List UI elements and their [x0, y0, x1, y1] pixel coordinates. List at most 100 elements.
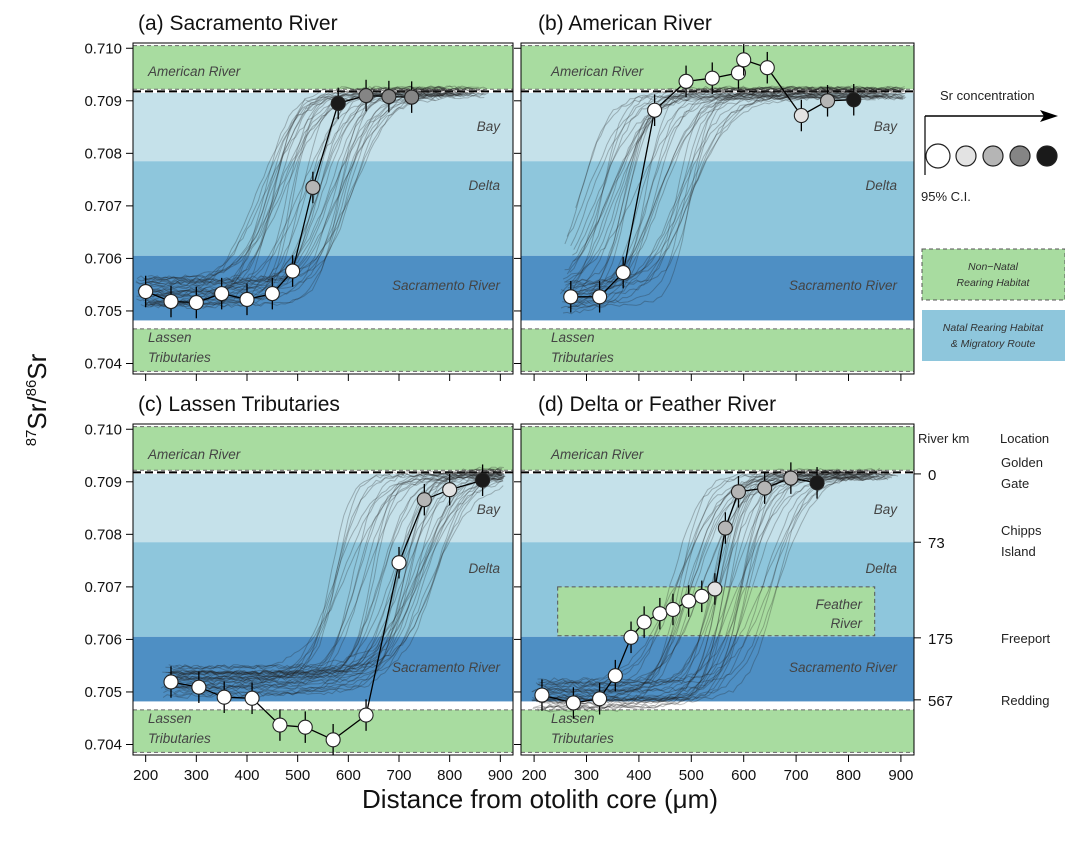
y-tick-label: 0.708 — [84, 526, 122, 543]
fish-trajectory — [535, 467, 881, 687]
y-tick-label: 0.705 — [84, 303, 122, 320]
plot-frame — [132, 42, 514, 375]
zone-label-sacramento: Sacramento River — [789, 660, 898, 675]
location-name: Redding — [1001, 693, 1049, 708]
band-sacramento — [521, 636, 914, 702]
fish-trajectory — [146, 94, 456, 285]
data-point — [730, 65, 747, 81]
panel-title: (d) Delta or Feather River — [538, 393, 776, 416]
legend-circle-lightgray — [955, 145, 977, 167]
y-tick-label: 0.709 — [84, 474, 122, 491]
fish-trajectory — [148, 87, 486, 280]
data-point — [325, 732, 341, 748]
fish-trajectory — [171, 472, 504, 674]
habitat-bands — [133, 45, 513, 372]
location-header: Location — [1000, 431, 1049, 446]
y-tick-label: 0.707 — [84, 198, 122, 215]
fish-trajectory — [572, 86, 904, 256]
panel-delta-or-feather-river: American River Bay Delta Sacramento Rive… — [514, 393, 915, 784]
y-tick-label: 0.704 — [84, 736, 122, 753]
location-name: Island — [1001, 544, 1036, 559]
zone-label-sacramento: Sacramento River — [392, 660, 501, 675]
fish-trajectory — [145, 85, 471, 290]
data-point — [138, 283, 154, 300]
x-tick-label: 800 — [437, 767, 462, 784]
axes: 200 300 400 500 600 700 800 900 0.704 0.705 0.706 0… — [84, 421, 514, 784]
fish-trajectory — [174, 471, 503, 683]
legend-circle-white — [925, 143, 951, 169]
data-point — [793, 107, 809, 124]
river-km-value: 0 — [928, 467, 936, 484]
zone-label-bay: Bay — [477, 119, 502, 134]
y-axis-label: 87Sr/86Sr — [22, 353, 52, 446]
location-name: Golden — [1001, 455, 1043, 470]
panel-title: (b) American River — [538, 12, 712, 35]
fish-trajectory — [564, 91, 888, 298]
data-point — [188, 294, 204, 311]
fish-trajectory — [147, 91, 489, 294]
plot-frame — [520, 423, 915, 756]
fish-trajectory — [560, 85, 884, 309]
data-point — [665, 601, 681, 618]
y-label-sup-86: 86 — [23, 380, 40, 397]
fish-trajectory — [143, 85, 444, 296]
fish-trajectory — [172, 469, 505, 681]
data-point — [730, 484, 747, 500]
fish-trajectory — [162, 477, 503, 675]
fish-trajectory — [170, 476, 504, 689]
fish-trajectory — [147, 88, 448, 294]
data-point — [757, 480, 773, 496]
y-tick-label: 0.704 — [84, 355, 122, 372]
zone-label-lassen-2: Tributaries — [148, 731, 211, 746]
y-tick-label: 0.708 — [84, 145, 122, 162]
fish-trajectory — [168, 474, 506, 670]
x-tick-label: 400 — [626, 767, 651, 784]
band-bay — [133, 92, 513, 162]
svg-text:87Sr/86Sr: 87Sr/86Sr — [22, 353, 52, 446]
fish-trajectory — [541, 474, 886, 710]
ci-label: 95% C.I. — [921, 189, 971, 204]
fish-trajectory — [169, 467, 503, 684]
fish-trajectory — [165, 473, 502, 691]
fish-trajectory — [537, 476, 886, 687]
data-point — [163, 293, 179, 310]
zone-label-feather-1: Feather — [815, 597, 862, 612]
data-point — [565, 695, 581, 711]
data-point — [264, 286, 280, 302]
data-point — [305, 179, 321, 196]
fish-trajectory — [568, 89, 875, 310]
legend-circle-black — [1036, 145, 1058, 167]
data-point — [717, 520, 733, 536]
zone-label-american: American River — [550, 64, 644, 79]
x-tick-label: 600 — [731, 767, 756, 784]
zone-label-lassen-2: Tributaries — [551, 350, 614, 365]
non-natal-label-2: Rearing Habitat — [957, 277, 1031, 289]
axes — [514, 42, 915, 381]
data-point — [647, 102, 663, 118]
data-point — [623, 629, 639, 645]
zone-label-american: American River — [147, 447, 241, 462]
legend-circle-gray — [982, 145, 1004, 167]
plot-frame — [132, 423, 514, 756]
y-tick-label: 0.710 — [84, 421, 122, 438]
panel-sacramento-river: American River Bay Delta Sacramento Rive… — [84, 12, 514, 381]
fish-trajectory — [569, 89, 905, 285]
band-lassen — [521, 709, 914, 753]
fish-trajectory — [531, 468, 864, 693]
fish-trajectory — [174, 471, 504, 678]
zone-labels: American River Bay Delta Sacramento Rive… — [147, 64, 501, 365]
mean-trajectory — [138, 79, 420, 319]
y-label-sup-87: 87 — [23, 430, 40, 447]
data-point — [272, 717, 288, 733]
mean-line — [541, 477, 818, 704]
river-km-annotation: River km Location 0 Golden Gate 73 Chipps Isl… — [914, 431, 1051, 710]
zone-labels: American River Bay Delta Sacramento Rive… — [147, 447, 501, 746]
panel-title: (a) Sacramento River — [138, 12, 338, 35]
zone-labels: American River Bay Delta Sacramento Rive… — [550, 64, 898, 365]
fish-trajectory — [573, 87, 905, 284]
zone-label-lassen-1: Lassen — [148, 711, 192, 726]
data-point — [694, 588, 710, 604]
fish-trajectory — [170, 475, 504, 681]
band-delta — [133, 542, 513, 637]
data-point — [809, 475, 825, 491]
